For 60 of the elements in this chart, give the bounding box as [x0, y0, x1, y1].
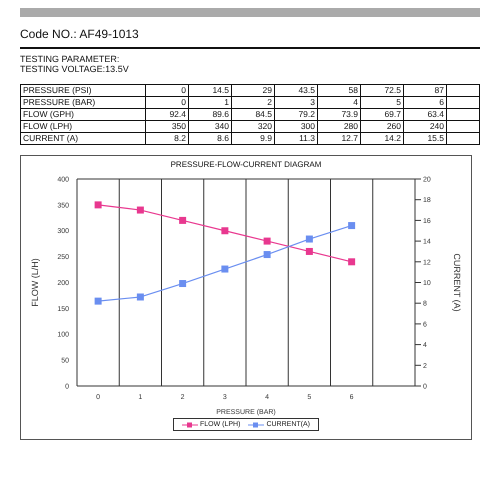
- text: 350: [146, 120, 188, 132]
- text: 340: [188, 120, 232, 132]
- text: 89.6: [188, 108, 232, 120]
- y-axis-title: FLOW (L/H): [30, 258, 40, 307]
- text: Code NO.: AF49-1013: [20, 27, 480, 49]
- text: PRESSURE (BAR): [20, 96, 146, 108]
- text: 0: [146, 96, 188, 108]
- point: [136, 206, 144, 214]
- point: [306, 236, 313, 243]
- point: [221, 227, 228, 234]
- text: 14.5: [188, 84, 232, 96]
- text: 260: [360, 120, 404, 132]
- text: 58: [318, 84, 360, 96]
- point: [264, 238, 271, 245]
- text: 11.3: [274, 132, 318, 144]
- text: 63.4: [404, 108, 446, 120]
- point: [264, 251, 271, 258]
- text: 8.2: [146, 132, 188, 144]
- text: 9.9: [232, 132, 274, 144]
- text: 0: [146, 84, 188, 96]
- text: 43.5: [274, 84, 318, 96]
- text: 79.2: [274, 108, 318, 120]
- point: [94, 298, 102, 305]
- chart-title: PRESSURE-FLOW-CURRENT DIAGRAM: [170, 160, 322, 169]
- text: 4: [318, 96, 360, 108]
- text: 5: [360, 96, 404, 108]
- text: 12.7: [318, 132, 360, 144]
- text: 240: [404, 120, 446, 132]
- point: [136, 293, 144, 300]
- text: FLOW (LPH): [20, 120, 146, 132]
- text: 84.5: [232, 108, 274, 120]
- text: CURRENT (A): [20, 132, 146, 144]
- text: 8.6: [188, 132, 232, 144]
- y2-axis-title: CURRENT (A): [452, 253, 462, 312]
- text: 3: [274, 96, 318, 108]
- text: 300: [274, 120, 318, 132]
- text: 73.9: [318, 108, 360, 120]
- text: 29: [232, 84, 274, 96]
- text: 69.7: [360, 108, 404, 120]
- text: 6: [404, 96, 446, 108]
- text: 280: [318, 120, 360, 132]
- text: 2: [232, 96, 274, 108]
- text: 72.5: [360, 84, 404, 96]
- text: PRESSURE (PSI): [20, 84, 146, 96]
- text: 14.2: [360, 132, 404, 144]
- point: [179, 280, 186, 288]
- text: 15.5: [404, 132, 446, 144]
- point: [221, 266, 228, 273]
- text: 1: [188, 96, 232, 108]
- text: TESTING PARAMETER:: [20, 54, 120, 64]
- text: 320: [232, 120, 274, 132]
- text: FLOW (GPH): [20, 108, 146, 120]
- point: [348, 222, 356, 230]
- point: [94, 201, 102, 208]
- text: TESTING VOLTAGE:13.5V: [20, 64, 130, 74]
- text: 87: [404, 84, 446, 96]
- point: [179, 216, 186, 224]
- text: 92.4: [146, 108, 188, 120]
- point: [306, 248, 313, 255]
- point: [348, 258, 356, 266]
